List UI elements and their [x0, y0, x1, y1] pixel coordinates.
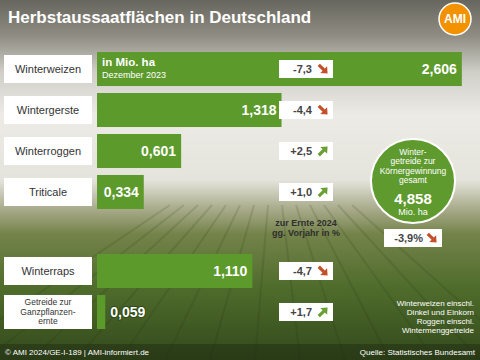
change-box	[279, 303, 333, 321]
bar	[97, 134, 181, 168]
data-label: 0,334	[104, 184, 139, 200]
source: Quelle: Statistisches Bundesamt	[360, 348, 476, 357]
total: Winter-getreide zurKörnergewinnunggesamt…	[371, 139, 455, 247]
trend-arrow	[424, 230, 440, 246]
copyright: © AMI 2024/GE-I-189 | AMI-informiert.de	[5, 348, 150, 357]
note-line: Dinkel und Einkorn	[407, 308, 474, 317]
category-box	[4, 137, 92, 165]
category-label-line: Winterraps	[21, 265, 75, 277]
change-label: +1,7	[290, 306, 312, 318]
data-labels: 2,606 1,318 0,601 0,334 1,110 0,059	[104, 61, 457, 320]
changes: -7,3 -4,4 +2,5 +1,0 -4,7 +1,7	[279, 60, 333, 321]
trend-arrow	[315, 143, 331, 159]
category-label: Wintergerste	[17, 104, 79, 116]
category-label: Triticale	[29, 186, 67, 198]
data-label: 0,059	[110, 304, 145, 320]
change-box	[279, 60, 333, 78]
data-label: 2,606	[422, 61, 457, 77]
change-title-line: zur Ernte 2024	[275, 218, 337, 228]
trend-arrow	[315, 102, 331, 118]
total-label: Winter-getreide zurKörnergewinnunggesamt	[380, 147, 447, 185]
total-change-box	[384, 229, 442, 247]
change-box	[279, 101, 333, 119]
change-label: +2,5	[290, 145, 312, 157]
infographic: Herbstaussaatflächen in Deutschland AMI Wi…	[0, 0, 480, 360]
data-label: 0,601	[141, 143, 176, 159]
change-label: -4,7	[293, 265, 312, 277]
bar	[97, 175, 144, 209]
note-line: Wintermenggetreide	[402, 326, 475, 335]
category-label-line: Wintergerste	[17, 104, 79, 116]
category-label-line: ernte	[38, 316, 58, 326]
category-labels: Winterweizen Wintergerste Winterroggen Trit…	[4, 55, 92, 329]
bars	[97, 52, 462, 329]
field-texture	[0, 205, 480, 360]
field-row	[338, 205, 480, 360]
total-unit: Mio. ha	[398, 207, 428, 217]
total-change-label: -3,9%	[394, 232, 423, 244]
field-row	[255, 205, 268, 360]
trend-arrow	[315, 184, 331, 200]
category-label-line: Winterweizen	[15, 63, 81, 75]
bar	[97, 52, 462, 86]
trend-arrow-shape	[315, 263, 331, 279]
trend-arrow-shape	[424, 230, 440, 246]
note-line: Roggen einschl.	[417, 317, 474, 326]
category-label-line: Ganzpflanzen-	[20, 307, 75, 317]
category-box	[4, 55, 92, 83]
subtitle-line: Dezember 2023	[102, 70, 166, 80]
category-label: Getreide zurGanzpflanzen-ernte	[20, 297, 75, 326]
category-box	[4, 96, 92, 124]
trend-arrow	[315, 304, 331, 320]
category-box	[4, 178, 92, 206]
trend-arrow	[315, 263, 331, 279]
change-title: zur Ernte 2024gg. Vorjahr in %	[272, 218, 340, 239]
change-label: -4,4	[293, 104, 313, 116]
data-label: 1,110	[213, 263, 247, 279]
change-label: +1,0	[290, 186, 312, 198]
subtitle: in Mio. ha Dezember 2023	[102, 56, 166, 80]
category-label-line: Getreide zur	[25, 297, 72, 307]
trend-arrow-shape	[315, 143, 331, 159]
bar	[97, 295, 105, 329]
change-label: -7,3	[293, 63, 312, 75]
subtitle-line: in Mio. ha	[102, 56, 156, 68]
change-box	[279, 183, 333, 201]
change-title-line: gg. Vorjahr in %	[272, 228, 340, 238]
category-label: Winterraps	[21, 265, 75, 277]
note-line: Winterweizen einschl.	[397, 299, 474, 308]
data-label: 1,318	[241, 102, 276, 118]
trend-arrow	[315, 61, 331, 77]
total-value: 4,858	[394, 190, 432, 207]
total-label-line: gesamt	[399, 175, 428, 185]
title: Herbstaussaatflächen in Deutschland	[8, 8, 311, 27]
change-box	[279, 262, 333, 280]
category-label-line: Triticale	[29, 186, 67, 198]
category-box	[4, 295, 92, 329]
logo: AMI	[444, 12, 466, 26]
trend-arrow-shape	[315, 304, 331, 320]
field-row	[352, 205, 480, 360]
trend-arrow-shape	[315, 184, 331, 200]
trend-arrow-shape	[315, 102, 331, 118]
category-label-line: Winterroggen	[15, 145, 81, 157]
category-label: Winterweizen	[15, 63, 81, 75]
bar	[97, 254, 252, 288]
category-label: Winterroggen	[15, 145, 81, 157]
logo-badge	[439, 3, 471, 35]
note: Winterweizen einschl.Dinkel und EinkornR…	[397, 299, 475, 335]
trend-arrow-shape	[315, 61, 331, 77]
total-circle	[371, 139, 455, 223]
change-box	[279, 142, 333, 160]
category-box	[4, 257, 92, 285]
background	[0, 0, 480, 360]
bar	[97, 93, 282, 127]
field-row	[324, 205, 435, 360]
footer-band	[0, 344, 480, 360]
